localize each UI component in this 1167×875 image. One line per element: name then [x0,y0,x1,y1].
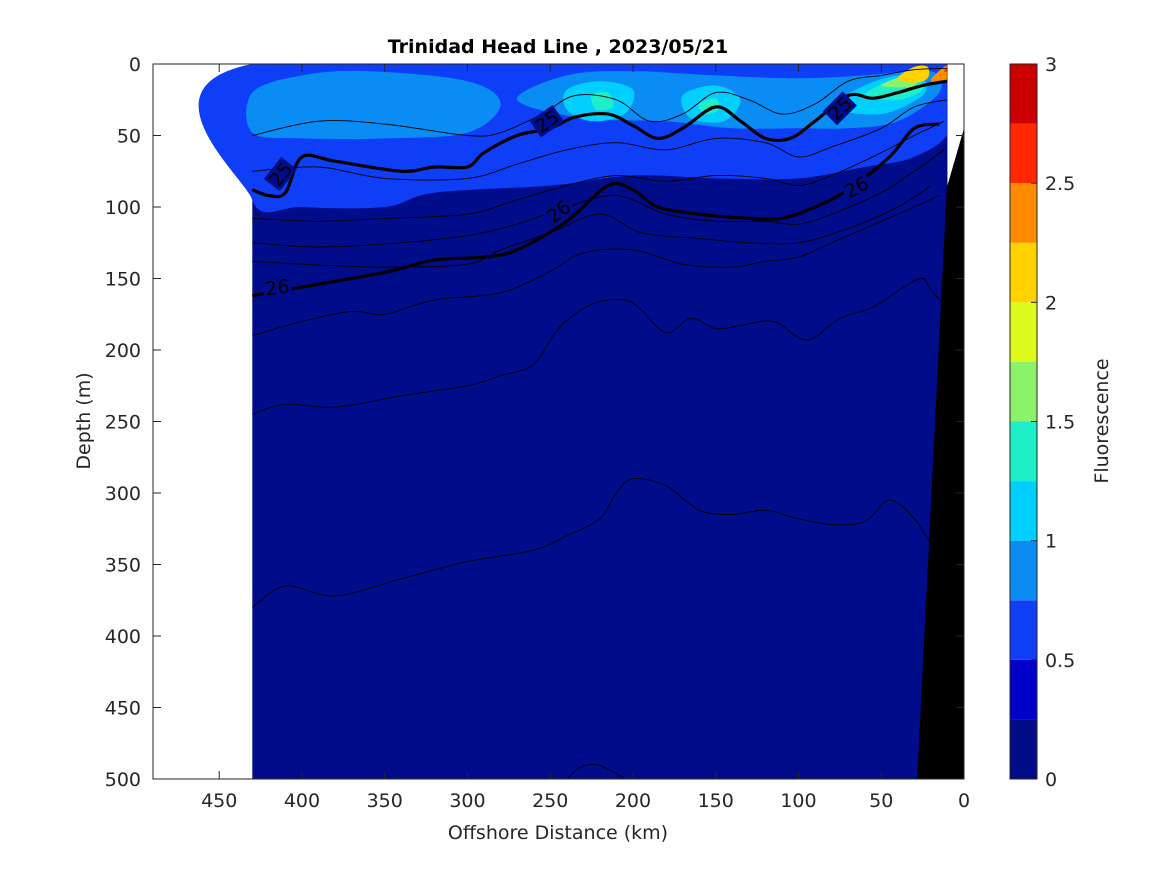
plot-border [152,63,965,780]
fluorescence-patch-10 [897,65,930,83]
x-tick-label-7: 100 [780,790,816,812]
density-contour-9 [252,477,935,608]
colorbar-block-10 [1010,123,1037,184]
colorbar-block-0 [1010,719,1037,779]
colorbar-blocks [1010,64,1037,779]
y-tick-label-0: 0 [129,54,141,76]
y-tick-label-3: 150 [105,269,141,291]
contour-label-bg [263,156,297,192]
colorbar-border [1009,63,1038,780]
x-tick-label-1: 400 [284,790,320,812]
density-contour-8 [252,277,945,415]
density-contour-10 [566,764,625,779]
density-contour-2 [252,67,948,137]
contour-label-bg [529,104,565,138]
y-tick-label-1: 50 [117,126,141,148]
density-contour-4 [252,120,945,222]
colorbar-block-1 [1010,659,1037,720]
y-tick-label-9: 450 [105,698,141,720]
y-tick-label-5: 250 [105,412,141,434]
colorbar-tick-label-2: 1 [1045,531,1057,553]
contour-label: 26 [264,276,291,301]
fluorescence-patch-1 [246,70,501,140]
x-axis-label: Offshore Distance (km) [448,822,668,844]
chart-title: Trinidad Head Line , 2023/05/21 [388,36,728,58]
density-contour-3 [252,99,948,181]
y-tick-label-4: 200 [105,340,141,362]
contour-label-group-4: 26 [261,275,293,301]
contour-label-bg [822,91,857,126]
colorbar-block-2 [1010,600,1037,660]
x-tick-label-6: 150 [698,790,734,812]
colorbar-block-11 [1010,64,1037,124]
axis-ticks: 450 400 350 300 250 200 150 100 50 00501001502002… [105,54,970,812]
fluorescence-patch-7 [698,98,720,115]
contour-label-bg [261,275,293,299]
x-tick-label-9: 0 [958,790,970,812]
colorbar-tick-label-0: 0 [1045,769,1057,791]
colorbar-block-8 [1010,242,1037,303]
x-tick-label-3: 300 [449,790,485,812]
bathymetry-fill [917,64,964,779]
colorbar-tick-label-6: 3 [1045,54,1057,76]
contour-label-bg [839,171,874,203]
colorbar-block-5 [1010,421,1037,482]
colorbar-ticks: 0 0.5 1 1.5 2 2.5 3 [1031,54,1075,791]
x-tick-label-5: 200 [615,790,651,812]
colorbar-block-6 [1010,361,1037,422]
colorbar-label: Fluorescence [1091,358,1113,483]
x-tick-label-4: 250 [532,790,568,812]
x-tick-label-8: 50 [869,790,893,812]
y-tick-label-6: 300 [105,483,141,505]
colorbar-block-7 [1010,302,1037,362]
colorbar-block-4 [1010,481,1037,541]
density-contour-7 [252,195,940,337]
colorbar-tick-label-1: 0.5 [1045,650,1075,672]
colorbar-block-3 [1010,540,1037,601]
colorbar-block-9 [1010,183,1037,243]
fluorescence-patch-6 [591,91,614,111]
y-tick-label-7: 350 [105,555,141,577]
density-contour-6 [252,185,932,268]
x-tick-label-0: 450 [201,790,237,812]
colorbar: 0 0.5 1 1.5 2 2.5 3 Fluorescence [1009,54,1113,791]
colorbar-tick-label-4: 2 [1045,292,1057,314]
y-tick-label-2: 100 [105,197,141,219]
y-tick-label-8: 400 [105,626,141,648]
colorbar-tick-label-5: 2.5 [1045,173,1075,195]
density-contour-5 [252,149,945,248]
y-axis-label: Depth (m) [73,372,95,469]
bathymetry-white-wedge [947,64,964,186]
y-tick-label-10: 500 [105,769,141,791]
x-tick-label-2: 350 [367,790,403,812]
colorbar-tick-label-3: 1.5 [1045,412,1075,434]
contour-label-bg [541,194,576,228]
